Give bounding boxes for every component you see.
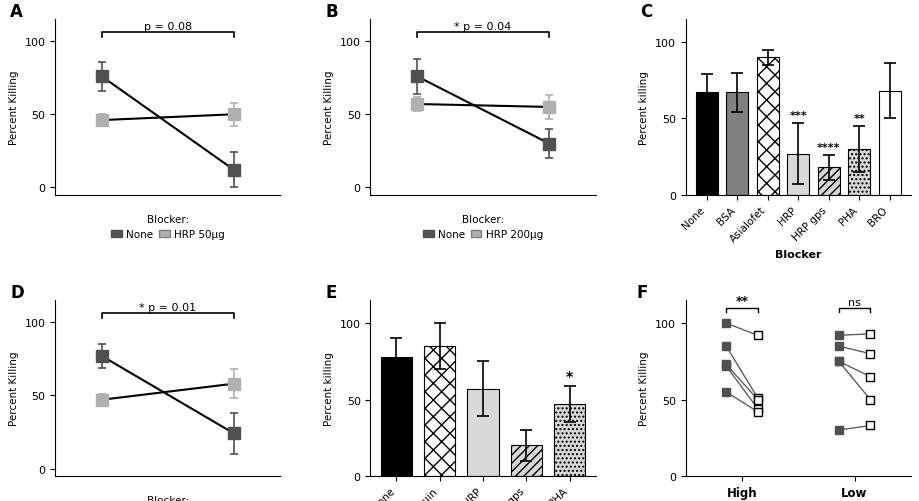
Y-axis label: Percent Killing: Percent Killing: [639, 351, 649, 425]
Bar: [756, 58, 777, 195]
Text: **: **: [852, 114, 864, 124]
Y-axis label: Percent Killing: Percent Killing: [323, 71, 334, 145]
Text: p = 0.08: p = 0.08: [143, 22, 192, 32]
Text: ns: ns: [847, 298, 860, 308]
Bar: [510, 445, 541, 476]
Text: E: E: [325, 283, 336, 301]
Bar: [725, 93, 747, 195]
Bar: [424, 346, 455, 476]
Text: * p = 0.01: * p = 0.01: [139, 302, 196, 312]
Text: ****: ****: [816, 143, 840, 153]
Y-axis label: Percent Killing: Percent Killing: [9, 71, 19, 145]
Y-axis label: Percent killing: Percent killing: [323, 351, 334, 425]
Text: D: D: [10, 283, 24, 301]
Text: ***: ***: [789, 111, 806, 121]
Text: *: *: [565, 369, 573, 383]
Text: **: **: [734, 295, 748, 308]
X-axis label: Blocker: Blocker: [774, 250, 821, 260]
Bar: [467, 389, 498, 476]
Text: A: A: [10, 3, 23, 21]
Bar: [847, 150, 869, 195]
Bar: [380, 357, 412, 476]
Bar: [878, 92, 900, 195]
Y-axis label: Percent killing: Percent killing: [639, 71, 649, 145]
Legend: None, HRP 100µg: None, HRP 100µg: [108, 495, 227, 501]
Text: * p = 0.04: * p = 0.04: [454, 22, 511, 32]
Text: C: C: [640, 3, 652, 21]
Text: F: F: [635, 283, 647, 301]
Bar: [695, 93, 717, 195]
Bar: [787, 154, 809, 195]
Bar: [817, 168, 839, 195]
Y-axis label: Percent Killing: Percent Killing: [9, 351, 19, 425]
Text: B: B: [325, 3, 337, 21]
Legend: None, HRP 200µg: None, HRP 200µg: [423, 214, 542, 240]
Legend: None, HRP 50µg: None, HRP 50µg: [111, 214, 224, 240]
Bar: [553, 404, 584, 476]
